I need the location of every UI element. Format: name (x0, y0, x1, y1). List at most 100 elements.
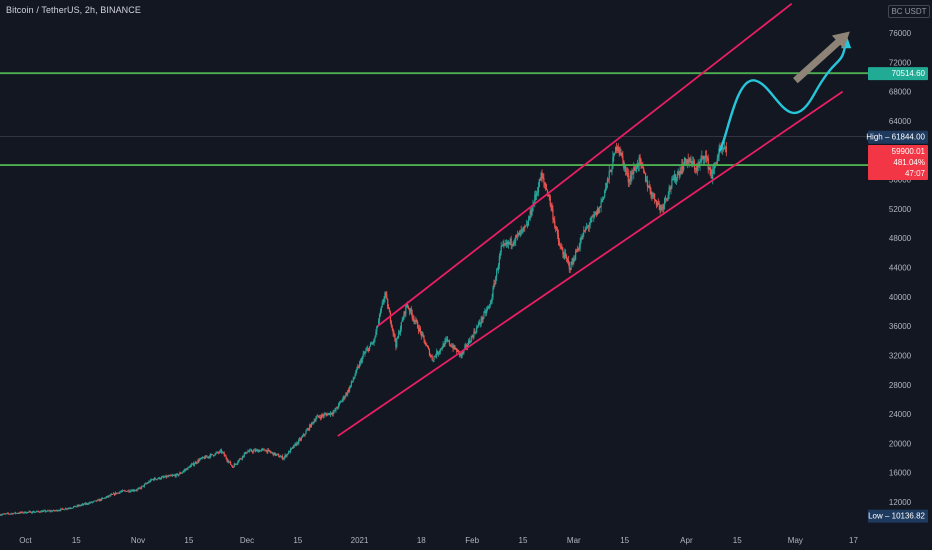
candle-body (87, 504, 89, 505)
candle-body (71, 508, 73, 509)
candle-body (213, 455, 215, 457)
low-tag-text: Low – 10136.82 (868, 512, 925, 521)
candle-body (205, 456, 207, 458)
candle-body (297, 442, 299, 444)
candle-body (361, 357, 363, 362)
candle-body (161, 477, 163, 479)
candle-body (658, 202, 660, 206)
symbol-title[interactable]: Bitcoin / TetherUS, 2h, BINANCE (6, 5, 141, 15)
candle-body (320, 414, 323, 419)
candle-body (590, 217, 592, 223)
x-tick-label: Oct (19, 536, 32, 545)
candle-body (632, 172, 634, 174)
y-tick-label: 68000 (889, 88, 912, 97)
candle-body (397, 332, 400, 338)
candle-body (146, 483, 148, 484)
candle-body (706, 157, 708, 159)
candle-body (127, 490, 129, 492)
candle-body (418, 328, 421, 332)
candle-body (228, 461, 230, 463)
candle-body (90, 501, 92, 503)
candle-body (699, 161, 701, 165)
candle-body (114, 492, 116, 495)
candle-body (282, 458, 284, 460)
candle-body (417, 328, 420, 332)
candle-body (543, 178, 545, 183)
current-price-tag-text: 481.04% (893, 158, 925, 167)
candle-body (541, 172, 543, 178)
candle-body (499, 252, 501, 256)
candle-body (324, 414, 326, 415)
candle-body (81, 504, 83, 506)
candle-body (168, 475, 170, 477)
candle-body (125, 490, 127, 492)
candle-body (12, 513, 14, 515)
candle-body (14, 512, 17, 514)
candle-body (151, 479, 153, 481)
candle-body (56, 509, 58, 512)
candle-body (143, 484, 145, 487)
current-price-tag-text: 59900.01 (892, 147, 926, 156)
candle-body (281, 456, 283, 460)
candle-body (161, 476, 164, 478)
candle-body (412, 317, 414, 319)
candle-body (378, 320, 380, 326)
candle-body (21, 511, 23, 513)
candle-body (116, 492, 118, 494)
candle-body (275, 454, 277, 456)
candle-body (652, 194, 654, 197)
candles (0, 141, 727, 516)
candle-body (108, 495, 110, 497)
candle-body (29, 511, 31, 513)
candle-body (250, 449, 253, 452)
candle-body (356, 368, 358, 371)
candle-body (141, 485, 144, 487)
candle-body (643, 168, 645, 173)
candle-body (121, 490, 124, 492)
candle-body (592, 216, 594, 218)
candle-body (644, 172, 647, 182)
currency-label[interactable]: BC USDT (888, 5, 930, 18)
candle-body (223, 452, 225, 456)
candle-body (506, 241, 509, 245)
candle-body (524, 226, 526, 228)
candle-body (431, 356, 433, 361)
candle-body (153, 478, 155, 481)
candle-body (711, 174, 713, 179)
candle-body (704, 155, 707, 159)
candle-body (451, 346, 453, 348)
candle-body (255, 449, 257, 452)
candle-body (93, 500, 96, 502)
candle-body (373, 339, 375, 343)
candle-body (344, 396, 346, 399)
candle-body (635, 163, 638, 171)
candle-body (242, 455, 244, 457)
candle-body (186, 468, 188, 470)
candle-body (693, 163, 696, 170)
candle-body (464, 346, 466, 350)
candle-body (217, 452, 219, 453)
candle-body (201, 457, 204, 459)
candle-body (118, 492, 120, 494)
candle-body (288, 451, 290, 454)
candle-body (221, 452, 224, 453)
candle-body (646, 180, 648, 187)
candle-body (95, 500, 97, 502)
candle-body (509, 238, 511, 243)
candle-body (23, 511, 26, 513)
y-tick-label: 24000 (889, 410, 912, 419)
candle-body (455, 349, 457, 350)
candle-body (426, 345, 428, 347)
candle-body (185, 468, 187, 470)
candle-body (700, 159, 702, 162)
candle-body (561, 247, 563, 251)
candle-body (723, 148, 725, 150)
candle-body (286, 453, 288, 457)
candle-body (683, 157, 686, 165)
candle-body (129, 491, 131, 493)
candle-body (230, 464, 233, 466)
candle-body (151, 479, 154, 480)
candle-body (654, 199, 657, 202)
